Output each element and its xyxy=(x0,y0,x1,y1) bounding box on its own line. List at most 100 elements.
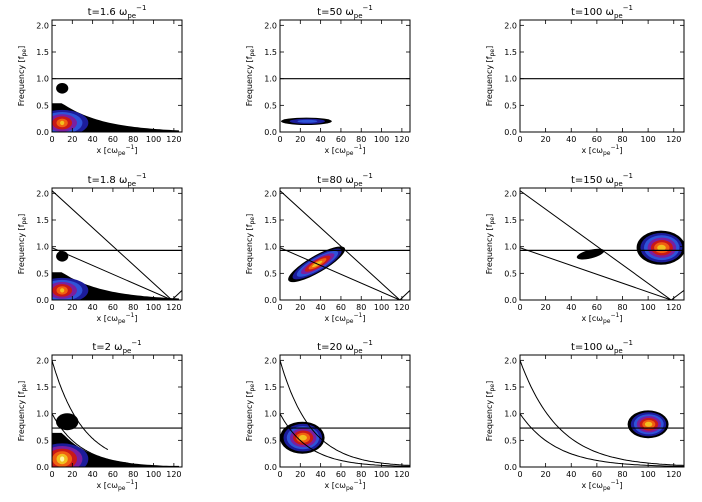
emission-level-6 xyxy=(60,120,65,126)
y-tick-label: 1.5 xyxy=(504,216,517,225)
emission-level-0 xyxy=(56,83,69,94)
axes-frame xyxy=(519,187,685,301)
y-tick-label: 2.0 xyxy=(36,356,49,365)
y-tick-label: 2.0 xyxy=(264,21,277,30)
y-tick-label: 1.5 xyxy=(504,48,517,57)
x-tick-label: 60 xyxy=(592,135,602,144)
emission-level-6 xyxy=(298,434,307,441)
y-tick-label: 0.0 xyxy=(36,296,49,305)
x-tick-label: 0 xyxy=(49,303,54,312)
y-tick-label: 0.5 xyxy=(504,436,517,445)
x-tick-label: 20 xyxy=(541,470,551,479)
panel-title: t=100 ωpe−1 xyxy=(571,339,633,355)
x-axis-label: x [cωpe−1] xyxy=(97,312,138,325)
y-tick-label: 0.5 xyxy=(36,101,49,110)
y-tick-label: 2.0 xyxy=(504,356,517,365)
y-axis-label: Frequency [fpe] xyxy=(17,46,28,106)
emission-level-6 xyxy=(60,288,65,293)
x-tick-label: 100 xyxy=(640,470,655,479)
x-tick-label: 120 xyxy=(166,135,181,144)
dispersion-line xyxy=(520,190,672,300)
x-axis-label: x [cωpe−1] xyxy=(582,144,623,157)
emission-level-0 xyxy=(576,248,605,260)
x-tick-label: 100 xyxy=(640,303,655,312)
y-tick-label: 0.0 xyxy=(36,128,49,137)
x-tick-label: 40 xyxy=(566,303,576,312)
x-tick-label: 0 xyxy=(49,470,54,479)
x-tick-label: 40 xyxy=(88,303,98,312)
x-tick-label: 120 xyxy=(666,303,681,312)
x-axis-label: x [cωpe−1] xyxy=(325,144,366,157)
x-tick-label: 100 xyxy=(374,303,389,312)
x-tick-label: 20 xyxy=(67,470,77,479)
y-tick-label: 2.0 xyxy=(264,189,277,198)
x-tick-label: 60 xyxy=(336,135,346,144)
x-tick-label: 100 xyxy=(374,470,389,479)
dispersion-line xyxy=(670,289,684,300)
axes-frame xyxy=(519,19,685,133)
dispersion-line xyxy=(52,190,173,300)
y-tick-label: 1.0 xyxy=(504,243,517,252)
x-tick-label: 60 xyxy=(108,303,118,312)
x-tick-label: 100 xyxy=(640,135,655,144)
y-tick-label: 0.5 xyxy=(504,101,517,110)
x-tick-label: 40 xyxy=(88,135,98,144)
x-tick-label: 20 xyxy=(295,303,305,312)
x-tick-label: 120 xyxy=(666,470,681,479)
plot-area xyxy=(520,360,684,467)
axes-frame xyxy=(51,19,183,133)
x-tick-label: 120 xyxy=(666,135,681,144)
x-tick-label: 60 xyxy=(592,303,602,312)
plot-area xyxy=(280,360,410,467)
plot-area xyxy=(280,190,410,300)
y-tick-label: 2.0 xyxy=(264,356,277,365)
x-tick-label: 0 xyxy=(517,135,522,144)
dispersion-curve xyxy=(520,360,684,466)
y-tick-label: 0.0 xyxy=(264,128,277,137)
panel-title: t=100 ωpe−1 xyxy=(571,4,633,20)
x-tick-label: 0 xyxy=(517,303,522,312)
x-tick-label: 40 xyxy=(566,470,576,479)
x-tick-label: 80 xyxy=(617,303,627,312)
panel-4: 0 20 40 60 80 100 120 0.0 0.5 1.0 1.5 2.0 t=1.8 ωpe−… xyxy=(17,172,183,325)
y-tick-label: 1.5 xyxy=(36,216,49,225)
y-tick-label: 1.5 xyxy=(264,48,277,57)
y-tick-label: 1.5 xyxy=(504,383,517,392)
y-tick-label: 1.0 xyxy=(264,75,277,84)
dispersion-line xyxy=(520,247,672,300)
panel-7: 0 20 40 60 80 100 120 0.0 0.5 1.0 1.5 2.0 t=2 ωpe−1 x… xyxy=(17,339,183,492)
dispersion-curve xyxy=(280,413,410,467)
x-tick-label: 120 xyxy=(394,303,409,312)
y-axis-label: Frequency [fpe] xyxy=(485,214,496,274)
emission-level-0 xyxy=(55,413,79,431)
y-tick-label: 1.0 xyxy=(264,410,277,419)
y-tick-label: 0.5 xyxy=(264,269,277,278)
axes-frame xyxy=(279,354,411,468)
y-tick-label: 0.0 xyxy=(504,463,517,472)
y-tick-label: 1.5 xyxy=(36,48,49,57)
x-tick-label: 80 xyxy=(617,470,627,479)
axes-frame xyxy=(519,354,685,468)
plot-area xyxy=(520,190,684,300)
emission-level-6 xyxy=(657,244,666,251)
x-tick-label: 100 xyxy=(146,135,161,144)
x-axis-label: x [cωpe−1] xyxy=(582,312,623,325)
x-tick-label: 120 xyxy=(394,135,409,144)
dispersion-line xyxy=(280,190,401,300)
x-tick-label: 20 xyxy=(295,470,305,479)
y-tick-label: 1.5 xyxy=(264,216,277,225)
y-axis-label: Frequency [fpe] xyxy=(17,214,28,274)
panel-title: t=20 ωpe−1 xyxy=(317,339,373,355)
x-tick-label: 40 xyxy=(316,135,326,144)
x-tick-label: 0 xyxy=(277,135,282,144)
axes-frame xyxy=(51,354,183,468)
panel-8: 0 20 40 60 80 100 120 0.0 0.5 1.0 1.5 2.0 t=20 ωpe−1… xyxy=(245,339,411,492)
y-tick-label: 0.5 xyxy=(36,436,49,445)
y-tick-label: 0.0 xyxy=(504,128,517,137)
y-axis-label: Frequency [fpe] xyxy=(485,381,496,441)
dispersion-curve xyxy=(52,413,129,464)
x-tick-label: 120 xyxy=(166,303,181,312)
y-tick-label: 2.0 xyxy=(36,189,49,198)
x-tick-label: 60 xyxy=(592,470,602,479)
y-tick-label: 2.0 xyxy=(504,21,517,30)
